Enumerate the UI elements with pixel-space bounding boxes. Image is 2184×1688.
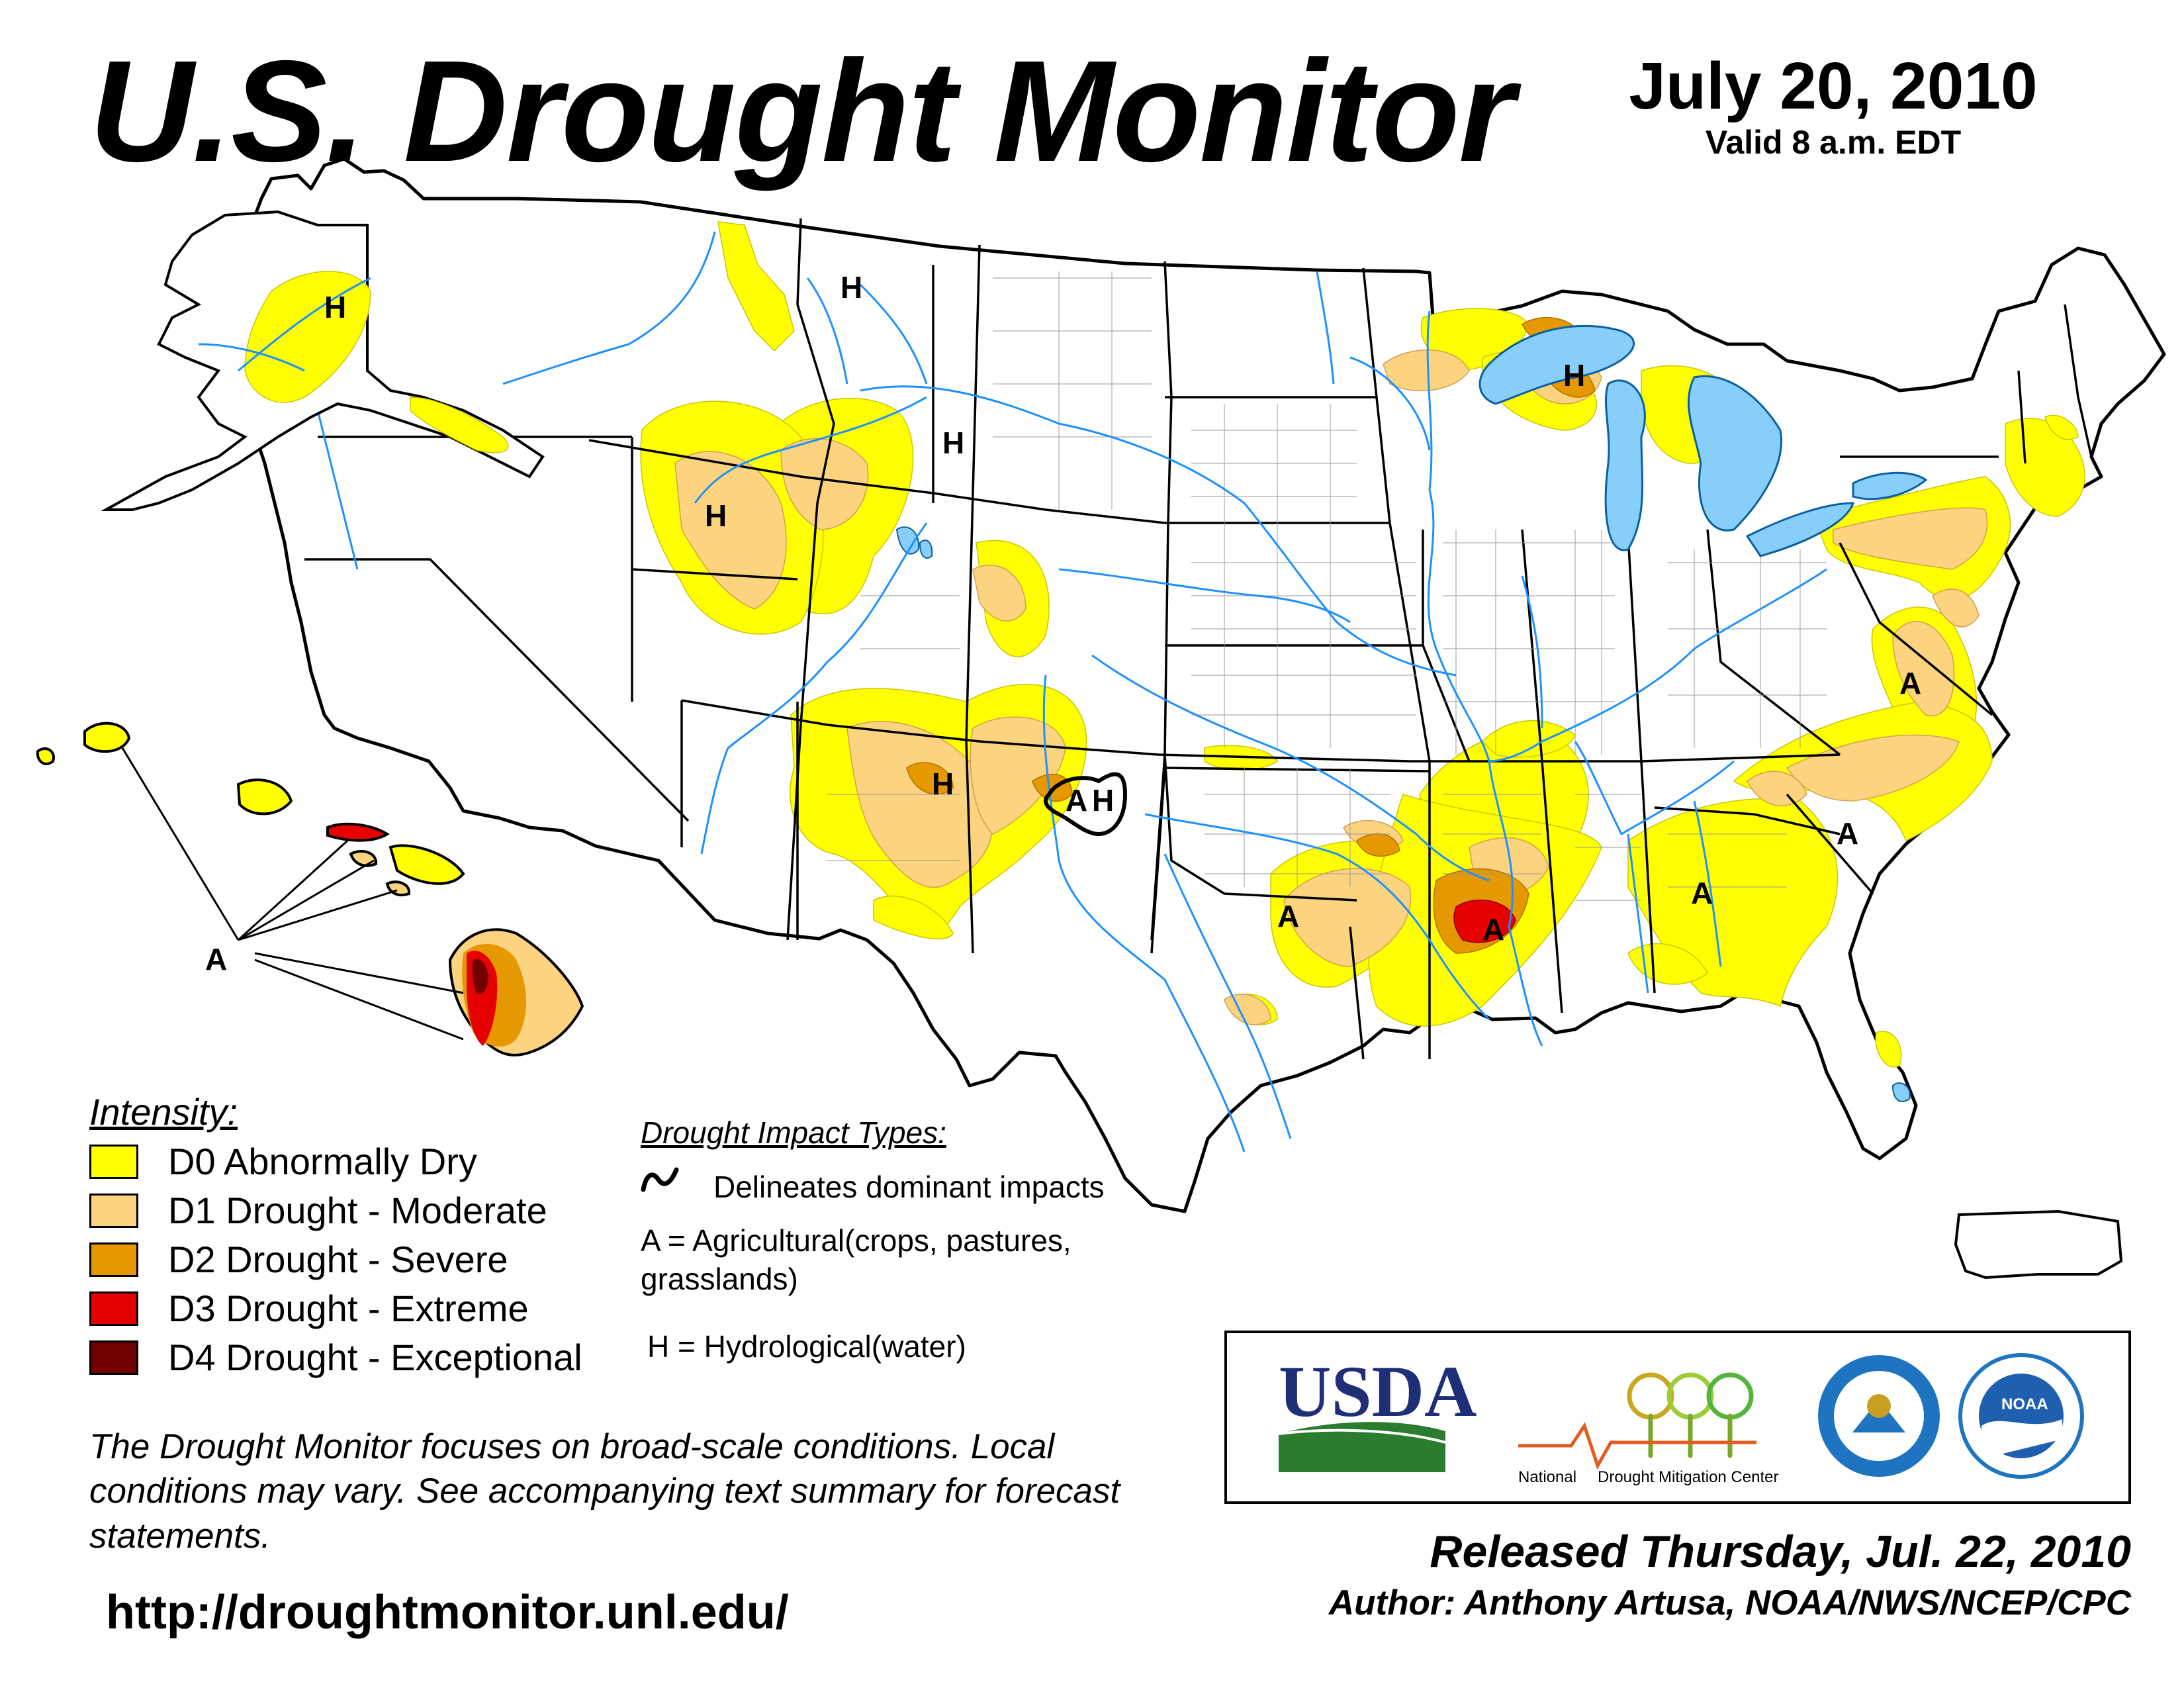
impact-label-texas: A: [1277, 899, 1299, 933]
impact-label-michigan-up: H: [1563, 358, 1585, 393]
impact-label-hawaii: A: [205, 942, 227, 976]
map-date: July 20, 2010: [1629, 49, 2038, 123]
legend-swatch-d3: [89, 1291, 138, 1326]
impact-label-alabama: A: [1691, 876, 1713, 910]
svg-text:USDA: USDA: [1279, 1351, 1477, 1432]
page-title: U.S. Drought Monitor: [89, 31, 1515, 192]
commerce-seal: [1818, 1355, 1940, 1477]
impact-label-new-mexico-h: H: [1092, 783, 1114, 818]
tennessee-river: [1574, 741, 1735, 835]
rio-grande: [1042, 675, 1246, 1152]
impact-label-alaska: H: [324, 290, 346, 324]
impact-label-louisiana: A: [1482, 912, 1504, 947]
legend-label-d1: D1 Drought - Moderate: [168, 1190, 547, 1231]
great-lakes: [1479, 324, 1928, 557]
mississippi-river: [1426, 310, 1543, 1047]
impact-label-nevada: H: [705, 498, 727, 533]
red-river-north: [1316, 271, 1335, 385]
legend-swatch-d2: [89, 1243, 138, 1277]
chattahoochee: [1693, 800, 1722, 967]
river-network: [316, 231, 1827, 1152]
sacramento-river: [316, 410, 359, 570]
impact-types-heading: Drought Impact Types:: [641, 1115, 946, 1150]
valid-time: Valid 8 a.m. EDT: [1705, 124, 1962, 161]
legend-item-d4: D4 Drought - Exceptional: [89, 1336, 582, 1380]
delineation-line-icon: [641, 1167, 679, 1192]
impact-labels: H H H H H H A A A A A A A A H: [205, 270, 1921, 976]
colorado-river: [700, 522, 928, 855]
agency-logos-art: USDA National Drought Mitigation Center: [1278, 1351, 2084, 1486]
legend-label-d4: D4 Drought - Exceptional: [168, 1336, 582, 1378]
missouri-river: [860, 385, 1457, 677]
legend-label-d0: D0 Abnormally Dry: [168, 1141, 477, 1182]
lake-ontario: [1852, 471, 1928, 500]
hawaii: [36, 722, 584, 1056]
puerto-rico: [1954, 1209, 2123, 1280]
legend-item-d2: D2 Drought - Severe: [89, 1238, 508, 1282]
impact-label-idaho-panhandle: H: [841, 270, 862, 305]
lake-superior: [1479, 324, 1635, 405]
lake-huron: [1687, 375, 1782, 532]
county-boundaries: [827, 271, 1827, 901]
website-url[interactable]: http://droughtmonitor.unl.edu/: [106, 1586, 789, 1639]
columbia-river: [502, 231, 716, 385]
legend-item-d3: D3 Drought - Extreme: [89, 1287, 529, 1331]
brazos-river: [1163, 853, 1292, 1139]
ndmc-logo: National Drought Mitigation Center: [1518, 1372, 1778, 1486]
ohio-river: [1488, 568, 1827, 763]
lake-erie: [1745, 502, 1855, 557]
impact-agricultural-text: A = Agricultural(crops, pastures, grassl…: [641, 1223, 1071, 1296]
legend-swatch-d0: [89, 1145, 138, 1179]
alabama-river: [1627, 833, 1649, 994]
legend-swatch-d4: [89, 1340, 138, 1375]
inland-lakes: [895, 526, 1911, 1102]
lake-michigan: [1604, 379, 1646, 551]
impact-label-virginia: A: [1899, 666, 1921, 700]
svg-text:NOAA: NOAA: [2001, 1395, 2048, 1413]
snake-river: [694, 396, 927, 504]
hawaii-pointer-lines: [121, 747, 464, 1041]
legend-heading: Intensity:: [89, 1091, 238, 1133]
impact-hydrological-text: H = Hydrological(water): [647, 1329, 966, 1364]
svg-text:National: National: [1518, 1468, 1576, 1486]
disclaimer-note: The Drought Monitor focuses on broad-sca…: [89, 1427, 1120, 1556]
legend-label-d2: D2 Drought - Severe: [168, 1239, 508, 1280]
legend-label-d3: D3 Drought - Extreme: [168, 1288, 529, 1329]
impact-label-new-mexico-a: A: [1066, 783, 1087, 818]
arkansas-river: [1091, 654, 1490, 882]
svg-text:Drought Mitigation Center: Drought Mitigation Center: [1598, 1468, 1778, 1486]
usda-logo: USDA: [1278, 1351, 1477, 1472]
impact-label-arizona: H: [932, 767, 954, 801]
legend-item-d0: D0 Abnormally Dry: [89, 1140, 477, 1184]
alaska: [101, 210, 545, 511]
agency-logos: USDA National Drought Mitigation Center: [1224, 1331, 2131, 1504]
platte-river: [1058, 568, 1351, 624]
author-credit: Author: Anthony Artusa, NOAA/NWS/NCEP/CP…: [1328, 1583, 2131, 1622]
impact-label-idaho-wyoming: H: [942, 426, 964, 460]
d3-extreme-drought-areas: [1453, 899, 1516, 943]
noaa-seal: NOAA: [1958, 1353, 2084, 1479]
legend-swatch-d1: [89, 1194, 138, 1228]
impact-delineation: [1044, 772, 1128, 837]
impact-delineates-text: Delineates dominant impacts: [713, 1170, 1105, 1204]
impact-label-south-carolina: A: [1837, 816, 1858, 851]
release-date: Released Thursday, Jul. 22, 2010: [1430, 1526, 2131, 1577]
legend-item-d1: D1 Drought - Moderate: [89, 1189, 547, 1233]
red-river: [1144, 813, 1490, 1021]
